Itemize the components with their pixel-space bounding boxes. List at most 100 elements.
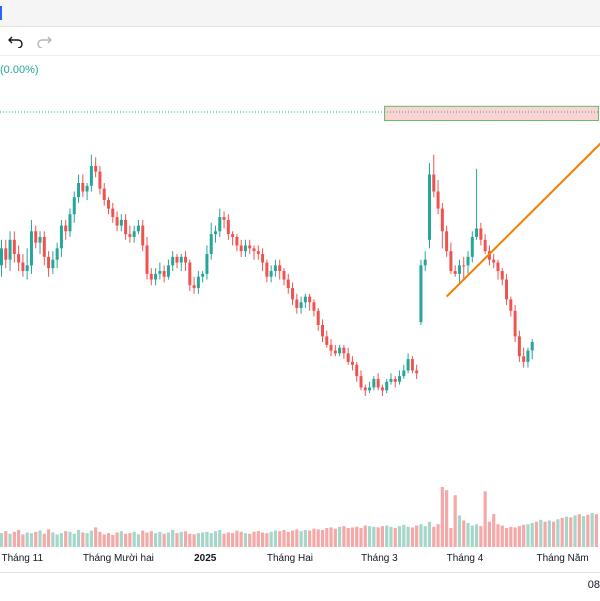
resistance-zone[interactable] bbox=[384, 105, 600, 122]
undo-button[interactable] bbox=[4, 30, 28, 52]
candle[interactable] bbox=[492, 254, 496, 269]
candle[interactable] bbox=[0, 239, 3, 277]
candle[interactable] bbox=[85, 183, 89, 201]
candle[interactable] bbox=[423, 251, 427, 272]
candle[interactable] bbox=[158, 262, 162, 280]
candle[interactable] bbox=[94, 157, 98, 178]
candle[interactable] bbox=[278, 259, 282, 280]
candle[interactable] bbox=[68, 208, 72, 237]
candle[interactable] bbox=[372, 376, 376, 391]
candle[interactable] bbox=[295, 293, 299, 314]
candle[interactable] bbox=[505, 273, 509, 306]
candle[interactable] bbox=[47, 251, 51, 277]
candle[interactable] bbox=[432, 154, 436, 198]
candle[interactable] bbox=[406, 353, 410, 374]
candle[interactable] bbox=[312, 299, 316, 317]
candle[interactable] bbox=[119, 214, 123, 232]
candle[interactable] bbox=[64, 219, 68, 240]
candle[interactable] bbox=[419, 259, 423, 325]
candle[interactable] bbox=[184, 251, 188, 272]
candle[interactable] bbox=[89, 154, 93, 192]
candle[interactable] bbox=[299, 296, 303, 314]
candle[interactable] bbox=[252, 245, 256, 260]
candle[interactable] bbox=[338, 344, 342, 357]
candle[interactable] bbox=[359, 370, 363, 391]
candle[interactable] bbox=[81, 174, 85, 198]
candle[interactable] bbox=[385, 378, 389, 394]
candle[interactable] bbox=[256, 245, 260, 260]
candle[interactable] bbox=[235, 234, 239, 252]
candle[interactable] bbox=[282, 268, 286, 286]
candle[interactable] bbox=[261, 248, 265, 272]
candle[interactable] bbox=[325, 330, 329, 348]
candle[interactable] bbox=[342, 344, 346, 360]
candle[interactable] bbox=[333, 344, 337, 357]
candle[interactable] bbox=[72, 191, 76, 223]
candlestick-chart[interactable]: Tháng 11 Tháng Mười hai 2025 Tháng Hai Tháng… bbox=[0, 56, 600, 572]
candle[interactable] bbox=[209, 222, 213, 260]
candle[interactable] bbox=[415, 364, 419, 379]
candle[interactable] bbox=[376, 373, 380, 391]
candle[interactable] bbox=[231, 231, 235, 246]
candle[interactable] bbox=[269, 265, 273, 283]
candle[interactable] bbox=[462, 256, 466, 280]
candle[interactable] bbox=[453, 265, 457, 277]
candle[interactable] bbox=[440, 202, 444, 249]
candle[interactable] bbox=[470, 231, 474, 263]
candle[interactable] bbox=[205, 245, 209, 280]
candle[interactable] bbox=[321, 319, 324, 343]
candle[interactable] bbox=[162, 265, 166, 283]
candle[interactable] bbox=[522, 347, 526, 368]
candle[interactable] bbox=[291, 282, 295, 306]
candle[interactable] bbox=[393, 376, 397, 388]
candle[interactable] bbox=[171, 251, 175, 272]
candle[interactable] bbox=[214, 225, 217, 243]
candle[interactable] bbox=[192, 276, 196, 294]
candle[interactable] bbox=[368, 381, 372, 394]
candle[interactable] bbox=[475, 168, 479, 240]
candle[interactable] bbox=[248, 239, 252, 254]
candle[interactable] bbox=[496, 259, 500, 280]
candle[interactable] bbox=[115, 211, 119, 232]
candle[interactable] bbox=[513, 305, 517, 343]
candle[interactable] bbox=[222, 211, 226, 229]
candle[interactable] bbox=[124, 214, 128, 240]
candle[interactable] bbox=[145, 236, 149, 280]
candle[interactable] bbox=[59, 219, 63, 257]
candle[interactable] bbox=[226, 214, 230, 240]
candle[interactable] bbox=[21, 254, 25, 277]
candle[interactable] bbox=[483, 234, 487, 254]
candle[interactable] bbox=[303, 293, 307, 308]
candle[interactable] bbox=[77, 174, 81, 203]
candle[interactable] bbox=[34, 225, 38, 249]
candle[interactable] bbox=[38, 231, 42, 254]
candle[interactable] bbox=[98, 165, 102, 195]
candle[interactable] bbox=[445, 225, 449, 257]
candle[interactable] bbox=[25, 248, 29, 280]
candle[interactable] bbox=[449, 242, 453, 274]
candle[interactable] bbox=[141, 219, 145, 252]
candle[interactable] bbox=[500, 268, 504, 286]
candle[interactable] bbox=[12, 231, 16, 263]
candle[interactable] bbox=[175, 254, 179, 269]
candle[interactable] bbox=[509, 296, 513, 317]
candle[interactable] bbox=[487, 245, 491, 266]
candle[interactable] bbox=[8, 231, 12, 272]
candle[interactable] bbox=[286, 273, 290, 294]
candle[interactable] bbox=[154, 268, 158, 286]
candle[interactable] bbox=[42, 231, 46, 266]
candle[interactable] bbox=[363, 384, 367, 396]
candle[interactable] bbox=[136, 219, 140, 235]
candle[interactable] bbox=[166, 259, 170, 280]
candle[interactable] bbox=[273, 259, 277, 277]
candle[interactable] bbox=[479, 222, 483, 246]
candle[interactable] bbox=[29, 219, 33, 274]
candle[interactable] bbox=[17, 245, 21, 272]
candle[interactable] bbox=[517, 330, 521, 362]
candle[interactable] bbox=[179, 254, 183, 272]
candle[interactable] bbox=[201, 271, 205, 283]
candle[interactable] bbox=[265, 259, 269, 283]
candle[interactable] bbox=[102, 183, 106, 206]
candle[interactable] bbox=[149, 268, 153, 286]
candle[interactable] bbox=[530, 339, 534, 360]
